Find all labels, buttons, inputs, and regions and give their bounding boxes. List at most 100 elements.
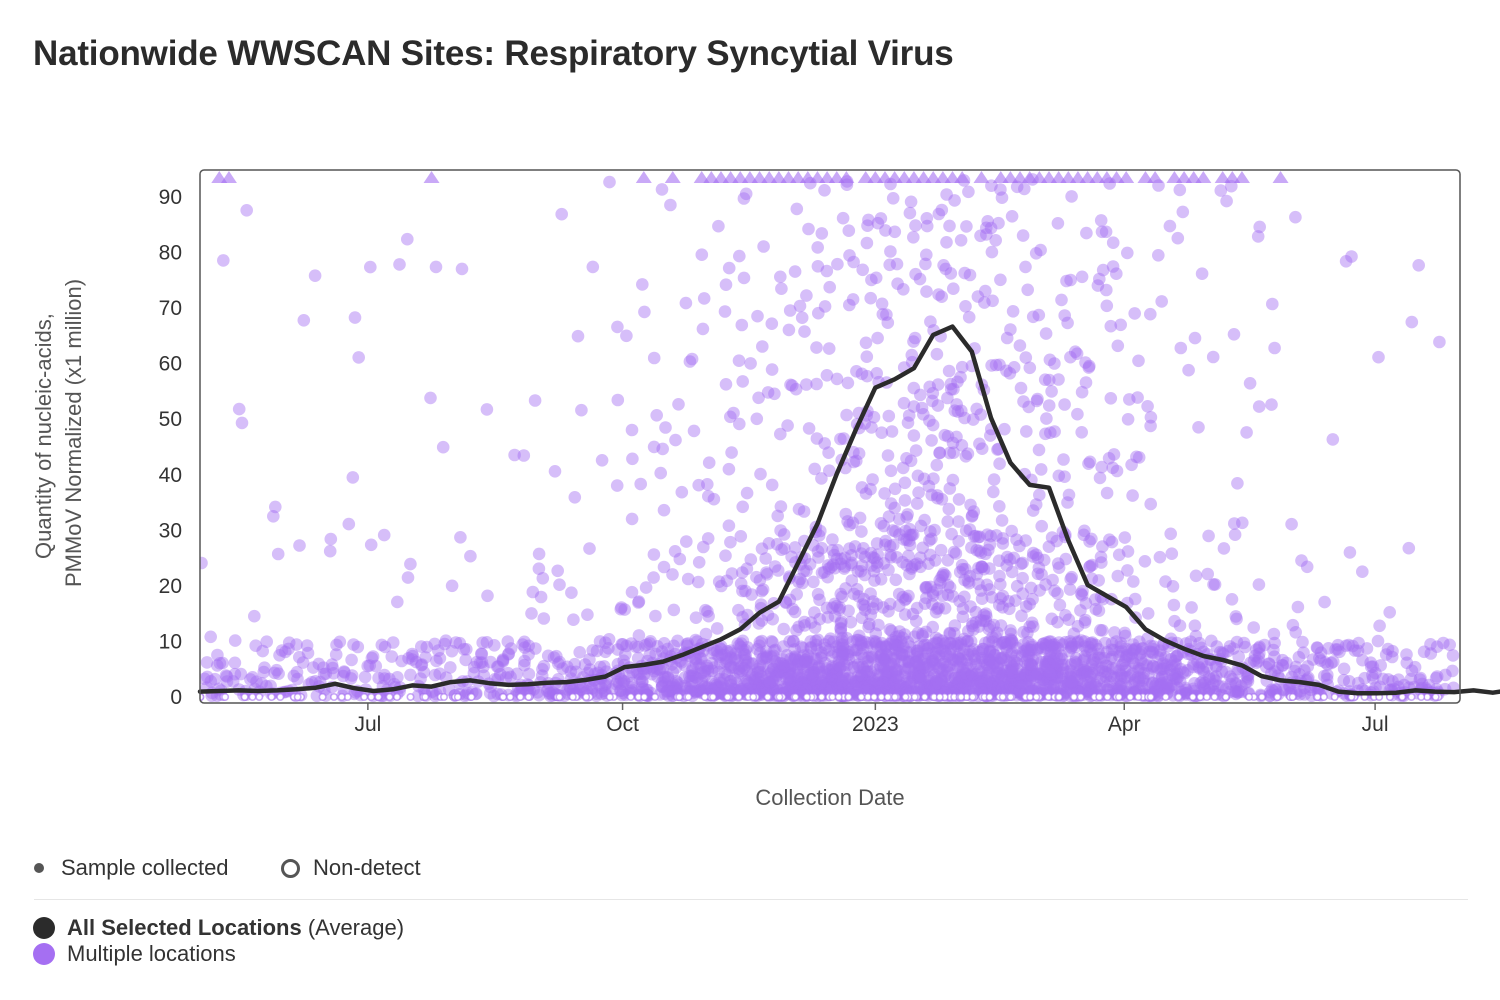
sample-point	[1004, 624, 1017, 637]
sample-point	[944, 267, 958, 280]
sample-point	[300, 639, 314, 652]
non-detect-point	[1161, 692, 1170, 701]
sample-point	[715, 648, 728, 662]
sample-point	[816, 679, 830, 692]
sample-point	[1105, 637, 1119, 650]
sample-point	[913, 663, 927, 676]
sample-point	[831, 543, 844, 557]
sample-point	[830, 372, 844, 386]
sample-point	[391, 595, 404, 609]
sample-point	[836, 676, 850, 690]
sample-point	[770, 538, 784, 551]
sample-point	[842, 224, 856, 237]
sample-point	[928, 523, 941, 537]
sample-point	[856, 642, 870, 655]
sample-point	[874, 517, 888, 530]
sample-point	[921, 678, 935, 692]
sample-point	[932, 207, 946, 221]
sample-point	[867, 410, 881, 424]
sample-point	[878, 673, 891, 687]
sample-point	[1094, 550, 1108, 564]
sample-point	[738, 677, 751, 691]
sample-point	[361, 659, 375, 673]
sample-point	[766, 682, 780, 695]
sample-point	[759, 652, 772, 665]
sample-point	[926, 598, 939, 611]
sample-point	[832, 648, 845, 661]
sample-point	[702, 609, 715, 623]
sample-point	[432, 644, 445, 657]
sample-point	[611, 643, 624, 656]
sample-point	[719, 657, 732, 670]
sample-point	[914, 388, 927, 402]
legend-non-detect[interactable]: Non-detect	[281, 855, 421, 881]
sample-point	[751, 666, 764, 680]
sample-point	[1051, 217, 1065, 230]
sample-point	[845, 556, 858, 570]
sample-point	[707, 661, 721, 674]
sample-point	[1043, 353, 1057, 367]
sample-point	[754, 467, 767, 481]
sample-point	[860, 682, 874, 695]
sample-point	[876, 308, 890, 321]
non-detect-point	[828, 692, 837, 701]
sample-point	[502, 648, 515, 661]
sample-point	[779, 596, 793, 610]
sample-point	[834, 660, 847, 674]
sample-point	[593, 660, 607, 674]
sample-point	[807, 666, 821, 679]
sample-point	[935, 203, 949, 217]
sample-point	[792, 575, 805, 589]
sample-point	[931, 602, 944, 616]
sample-point	[433, 652, 447, 665]
sample-point	[617, 654, 630, 667]
sample-point	[565, 586, 578, 599]
sample-point	[952, 515, 965, 528]
sample-point	[733, 665, 746, 678]
sample-point	[692, 478, 705, 492]
legend-sample-collected[interactable]: Sample collected	[34, 855, 229, 881]
non-detect-point	[360, 692, 369, 701]
sample-point	[940, 660, 954, 673]
sample-point	[306, 661, 320, 674]
sample-point	[564, 665, 578, 678]
sample-point	[700, 659, 714, 673]
overflow-marker	[819, 171, 836, 183]
sample-point	[745, 588, 758, 601]
sample-point	[1265, 398, 1278, 411]
sample-point	[812, 680, 825, 694]
sample-point	[1121, 413, 1135, 426]
sample-point	[715, 677, 729, 690]
x-axis-label: Collection Date	[755, 785, 904, 810]
sample-point	[632, 629, 646, 642]
sample-point	[987, 473, 1001, 486]
sample-point	[531, 686, 544, 699]
sample-point	[658, 687, 672, 701]
sample-point	[216, 656, 229, 670]
sample-point	[626, 665, 639, 679]
sample-point	[770, 656, 784, 669]
sample-point	[611, 320, 624, 334]
sample-point	[901, 508, 914, 521]
sample-point	[732, 662, 746, 676]
sample-point	[599, 645, 612, 659]
sample-point	[701, 532, 715, 545]
legend-multiple-locations[interactable]: Multiple locations	[33, 941, 404, 967]
sample-point	[1153, 550, 1167, 564]
legend-all-selected-locations[interactable]: All Selected Locations (Average)	[33, 915, 404, 941]
sample-point	[834, 617, 848, 630]
sample-point	[974, 584, 988, 597]
sample-point	[617, 675, 630, 688]
sample-point	[220, 675, 234, 688]
sample-point	[575, 403, 588, 417]
sample-point	[699, 627, 713, 641]
sample-point	[950, 430, 963, 444]
sample-point	[375, 638, 389, 652]
sample-point	[699, 603, 712, 617]
sample-point	[724, 659, 737, 672]
sample-point	[722, 462, 736, 476]
sample-point	[873, 669, 886, 682]
sample-point	[1373, 619, 1386, 633]
sample-point	[484, 655, 497, 669]
sample-point	[1174, 341, 1188, 355]
